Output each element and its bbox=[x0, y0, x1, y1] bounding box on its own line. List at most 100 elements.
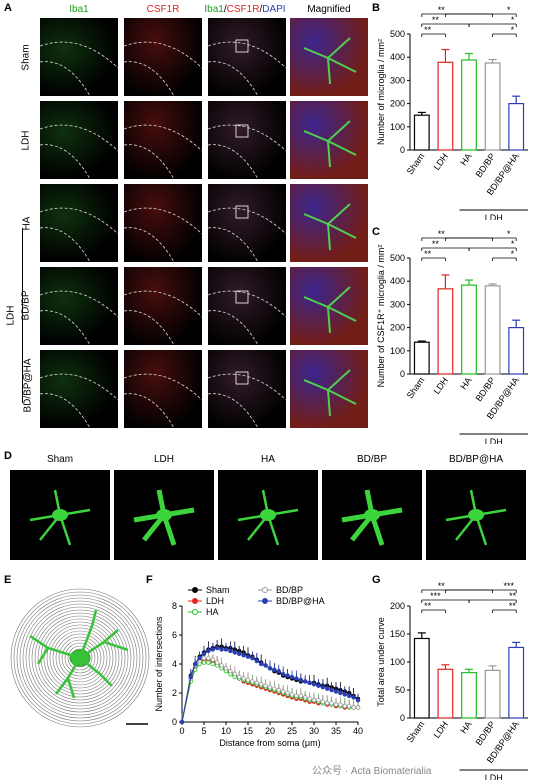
bar-BD/BP bbox=[484, 62, 501, 151]
sholl-ring bbox=[55, 633, 105, 683]
merge-dapi-text: DAPI bbox=[262, 4, 286, 15]
microglia-image-0 bbox=[10, 470, 110, 560]
bar-HA bbox=[461, 284, 477, 375]
sholl-ring bbox=[64, 642, 96, 674]
legend-label: HA bbox=[206, 607, 219, 617]
y-tick-label: 200 bbox=[390, 601, 405, 611]
series-point-BD/BP@HA bbox=[294, 676, 299, 681]
significance-label: ** bbox=[432, 15, 440, 25]
significance-label: ** bbox=[424, 25, 432, 35]
micrograph-green-row-3 bbox=[40, 267, 118, 345]
legend-label: LDH bbox=[206, 596, 224, 606]
x-tick-label: HA bbox=[458, 151, 473, 167]
x-tick-label: 5 bbox=[201, 726, 206, 736]
x-tick-label: 40 bbox=[353, 726, 363, 736]
bar-LDH bbox=[437, 288, 454, 375]
micrograph-mag-row-3 bbox=[290, 267, 368, 345]
series-point-BD/BP@HA bbox=[245, 654, 251, 659]
series-point-BD/BP bbox=[294, 693, 299, 699]
significance-label: *** bbox=[504, 581, 515, 591]
series-point-BD/BP bbox=[250, 679, 255, 684]
y-axis-label: Number of microglia / mm² bbox=[376, 39, 386, 145]
micrograph-red-row-2 bbox=[124, 184, 202, 262]
micrograph-red-row-1 bbox=[124, 101, 202, 179]
sholl-ring bbox=[22, 600, 138, 716]
significance-label: ** bbox=[424, 249, 432, 259]
col-header-magnified: Magnified bbox=[307, 4, 351, 15]
series-point-HA bbox=[201, 660, 207, 665]
row-label-bdbpha: BD/BP@HA bbox=[22, 358, 34, 413]
microglia-image-4 bbox=[426, 470, 526, 560]
y-tick-label: 400 bbox=[390, 276, 405, 286]
significance-label: ** bbox=[438, 229, 446, 239]
panel-f-letter: F bbox=[146, 574, 153, 586]
bar-BD/BP bbox=[484, 285, 501, 375]
series-point-BD/BP@HA bbox=[241, 653, 246, 658]
series-point-BD/BP@HA bbox=[228, 648, 233, 654]
sholl-ring bbox=[25, 603, 135, 713]
x-axis-label: Distance from soma (μm) bbox=[219, 738, 320, 748]
series-point-BD/BP@HA bbox=[298, 677, 303, 683]
series-point-BD/BP@HA bbox=[210, 647, 216, 652]
micrograph-mag-row-0 bbox=[290, 18, 368, 96]
x-tick-label: BD/BP bbox=[474, 375, 498, 403]
series-point-BD/BP@HA bbox=[320, 684, 325, 690]
series-point-BD/BP bbox=[272, 686, 277, 691]
significance-label: ** bbox=[509, 591, 517, 601]
sholl-ring bbox=[58, 636, 102, 680]
x-tick-label: 15 bbox=[243, 726, 253, 736]
significance-label: * bbox=[511, 249, 515, 259]
series-point-BD/BP bbox=[245, 677, 251, 683]
series-point-BD/BP@HA bbox=[223, 647, 229, 652]
series-point-BD/BP@HA bbox=[263, 663, 268, 668]
col-header-iba1: Iba1 bbox=[69, 4, 89, 15]
series-point-BD/BP@HA bbox=[333, 689, 339, 694]
micrograph-merge-row-1 bbox=[208, 101, 286, 179]
significance-label: * bbox=[511, 15, 515, 25]
significance-label: ** bbox=[438, 581, 446, 591]
y-tick-label: 300 bbox=[390, 299, 405, 309]
sholl-ring bbox=[31, 609, 129, 707]
bar-LDH bbox=[437, 668, 454, 719]
legend-marker bbox=[262, 598, 268, 604]
sholl-ring bbox=[16, 594, 144, 722]
x-tick-label: LDH bbox=[432, 375, 451, 395]
x-tick-label: Sham bbox=[405, 719, 427, 744]
merge-iba1-text: Iba1 bbox=[204, 4, 224, 15]
x-tick-label: 30 bbox=[309, 726, 319, 736]
series-point-BD/BP bbox=[302, 695, 308, 700]
y-tick-label: 400 bbox=[390, 52, 405, 62]
series-point-BD/BP@HA bbox=[311, 682, 317, 687]
sholl-rings bbox=[10, 588, 150, 728]
series-point-BD/BP@HA bbox=[250, 655, 255, 661]
sholl-ring bbox=[10, 588, 150, 728]
cell-label-3: BD/BP bbox=[356, 454, 387, 465]
panel-e-letter: E bbox=[4, 574, 12, 586]
micrograph-red-row-4 bbox=[124, 350, 202, 428]
series-point-BD/BP@HA bbox=[355, 698, 361, 703]
legend-label: BD/BP@HA bbox=[276, 596, 325, 606]
sholl-ring bbox=[28, 606, 132, 710]
series-point-BD/BP bbox=[298, 693, 303, 699]
series-point-HA bbox=[210, 661, 216, 667]
y-axis-label: Total area under curve bbox=[376, 617, 386, 707]
significance-label: * bbox=[511, 239, 515, 249]
x-tick-label: 25 bbox=[287, 726, 297, 736]
x-tick-label: BD/BP bbox=[474, 151, 498, 179]
micrograph-green-row-0 bbox=[40, 18, 118, 96]
series-line-BD/BP@HA bbox=[181, 647, 359, 723]
bar-HA bbox=[461, 59, 477, 151]
sholl-cell bbox=[29, 609, 129, 699]
series-point-BD/BP bbox=[342, 703, 347, 709]
panel-d-letter: D bbox=[4, 450, 12, 462]
bar-Sham bbox=[413, 114, 430, 151]
series-point-BD/BP bbox=[267, 684, 273, 690]
legend-label: Sham bbox=[206, 585, 230, 595]
series-point-BD/BP bbox=[236, 674, 242, 680]
series-point-BD/BP bbox=[351, 705, 356, 710]
series-point-BD/BP@HA bbox=[302, 679, 308, 684]
y-tick-label: 200 bbox=[390, 323, 405, 333]
series-point-BD/BP@HA bbox=[346, 693, 352, 699]
micrograph-red-row-3 bbox=[124, 267, 202, 345]
bar-LDH bbox=[437, 61, 454, 151]
